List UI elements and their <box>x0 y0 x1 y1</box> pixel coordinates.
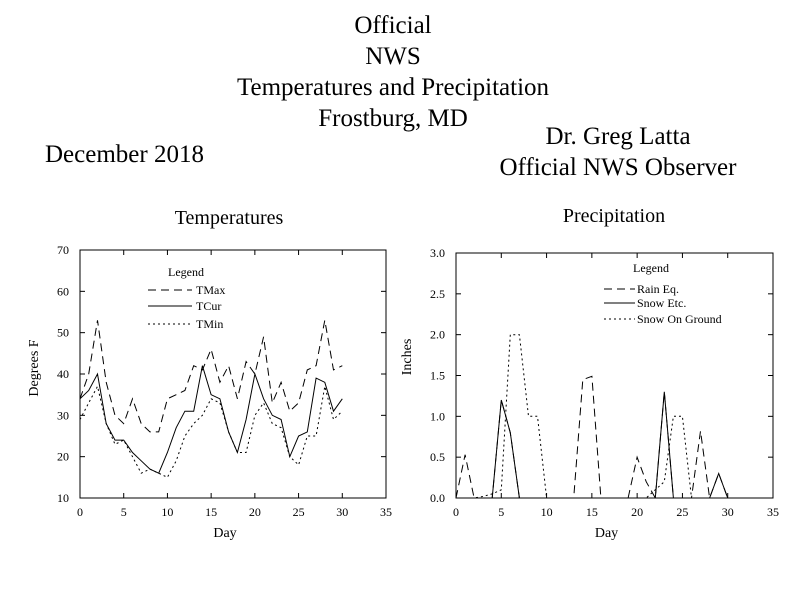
legend-label: Rain Eq. <box>637 282 679 296</box>
legend: Legend Rain Eq.Snow Etc. Snow On Ground <box>604 261 722 326</box>
series-line-rain-eq <box>455 375 729 500</box>
title-line-4: Frostburg, MD <box>318 105 468 132</box>
y-tick-label: 70 <box>57 243 69 257</box>
y-tick-label: 2.5 <box>430 287 445 301</box>
y-tick-label: 50 <box>57 326 69 340</box>
series-line-tcur <box>79 365 343 474</box>
y-tick-label: 20 <box>57 450 69 464</box>
x-tick-label: 35 <box>380 505 392 519</box>
precipitation-chart: Precipitation 0.0 0.5 1.0 1.5 2.0 2.5 3.0 0 5 10 15… <box>400 205 779 541</box>
x-tick-label: 0 <box>453 505 459 519</box>
plot-frame <box>455 252 774 499</box>
title-line-2: NWS <box>365 43 421 70</box>
x-tick-label: 0 <box>77 505 83 519</box>
title-line-1: Official <box>354 12 432 39</box>
y-tick-label: 10 <box>57 491 69 505</box>
legend-label: TMin <box>196 317 223 331</box>
plot-frame <box>79 249 387 499</box>
y-axis-label: Degrees F <box>27 339 42 396</box>
y-tick-label: 0.5 <box>430 450 445 464</box>
y-tick-label: 2.0 <box>430 328 445 342</box>
legend: Legend TMax TCur TMin <box>148 265 225 331</box>
x-tick-label: 30 <box>722 505 734 519</box>
y-tick-label: 30 <box>57 408 69 422</box>
x-tick-label: 10 <box>161 505 173 519</box>
y-tick-label: 3.0 <box>430 246 445 260</box>
x-tick-label: 15 <box>205 505 217 519</box>
x-tick-label: 5 <box>121 505 127 519</box>
x-tick-label: 25 <box>293 505 305 519</box>
legend-label: TMax <box>196 283 225 297</box>
series-line-snow-on-ground <box>456 334 728 499</box>
legend-title: Legend <box>633 261 669 275</box>
title-line-3: Temperatures and Precipitation <box>236 74 550 101</box>
y-tick-label: 0.0 <box>430 491 445 505</box>
x-tick-label: 10 <box>541 505 553 519</box>
y-tick-label: 40 <box>57 367 69 381</box>
chart-title: Temperatures <box>175 207 284 229</box>
header-title: Official NWS Temperatures and Precipitat… <box>0 10 786 134</box>
x-tick-label: 25 <box>676 505 688 519</box>
series-line-tmin <box>79 384 343 478</box>
temperature-chart: Temperatures 10 20 30 40 50 60 70 0 5 10 15 20 25 30 35… <box>27 207 392 541</box>
y-tick-label: 1.5 <box>430 369 445 383</box>
legend-label: TCur <box>196 299 221 313</box>
chart-title: Precipitation <box>563 205 665 227</box>
x-tick-label: 35 <box>767 505 779 519</box>
y-tick-label: 60 <box>57 284 69 298</box>
y-tick-label: 1.0 <box>430 409 445 423</box>
series-line-tmax <box>79 320 343 433</box>
x-tick-label: 30 <box>336 505 348 519</box>
x-tick-label: 20 <box>249 505 261 519</box>
x-tick-label: 20 <box>631 505 643 519</box>
x-tick-label: 5 <box>498 505 504 519</box>
series-line-snow-etc <box>456 391 729 499</box>
legend-label: Snow Etc. <box>637 296 686 310</box>
y-axis-label: Inches <box>400 339 415 376</box>
observer-block: Dr. Greg Latta Official NWS Observer <box>486 121 750 183</box>
x-axis-label: Day <box>595 526 618 541</box>
observer-name: Dr. Greg Latta <box>545 123 691 150</box>
observer-role: Official NWS Observer <box>499 154 737 181</box>
x-tick-label: 15 <box>586 505 598 519</box>
x-axis-label: Day <box>213 526 236 541</box>
legend-label: Snow On Ground <box>637 312 722 326</box>
month-label: December 2018 <box>45 141 204 168</box>
legend-title: Legend <box>168 265 204 279</box>
